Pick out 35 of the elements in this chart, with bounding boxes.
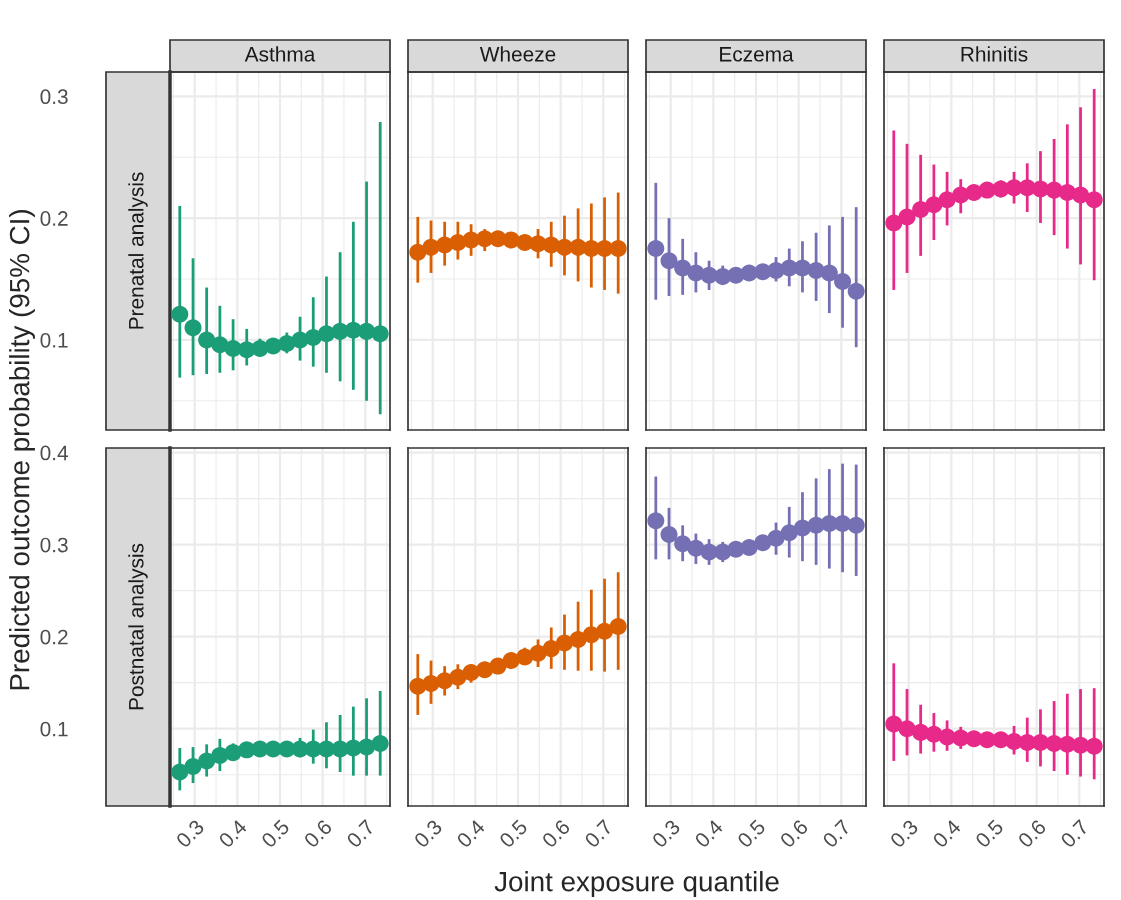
text: Postnatal analysis (128, 543, 148, 710)
x-tick-label: 0.3 (413, 818, 443, 849)
x-tick-label: 0.5 (736, 818, 767, 849)
x-tick-label: 0.3 (175, 818, 205, 849)
x-tick-label: 0.7 (1059, 818, 1090, 849)
y-tick-label: 0.2 (40, 211, 68, 226)
y-tick-label: 0.4 (40, 445, 68, 461)
x-tick-label: 0.6 (779, 818, 809, 849)
x-tick-label: 0.5 (498, 818, 529, 849)
y-tick-label: 0.3 (40, 537, 68, 553)
text: Prenatal analysis (128, 172, 148, 329)
x-tick-label: 0.7 (345, 818, 376, 849)
x-tick-label: 0.4 (455, 818, 486, 849)
x-tick-label: 0.4 (931, 818, 962, 849)
y-tick-label: 0.1 (40, 721, 68, 737)
x-tick-label: 0.6 (1017, 818, 1047, 849)
y-tick-label: 0.3 (40, 89, 68, 105)
x-tick-label: 0.4 (217, 818, 248, 849)
x-tick-label: 0.4 (693, 818, 724, 849)
x-tick-label: 0.5 (974, 818, 1005, 849)
chart-title: Rhinitis (961, 46, 1028, 62)
x-tick-label: 0.3 (889, 818, 919, 849)
x-tick-label: 0.7 (821, 818, 852, 849)
x-tick-label: 0.5 (260, 818, 291, 849)
x-tick-label: 0.6 (303, 818, 333, 849)
chart-title: Asthma (244, 46, 316, 62)
y-tick-label: 0.1 (40, 332, 68, 348)
x-tick-label: 0.6 (541, 818, 571, 849)
y-tick-label: 0.2 (40, 629, 68, 645)
x-tick-label: 0.7 (583, 818, 614, 849)
x-axis-title: Joint exposure quantile (494, 871, 779, 897)
y-axis-title: Predicted outcome probability (95% CI) (9, 210, 35, 690)
x-tick-label: 0.3 (651, 818, 681, 849)
chart-title: Eczema (720, 47, 794, 62)
chart-title: Wheeze (479, 46, 556, 62)
